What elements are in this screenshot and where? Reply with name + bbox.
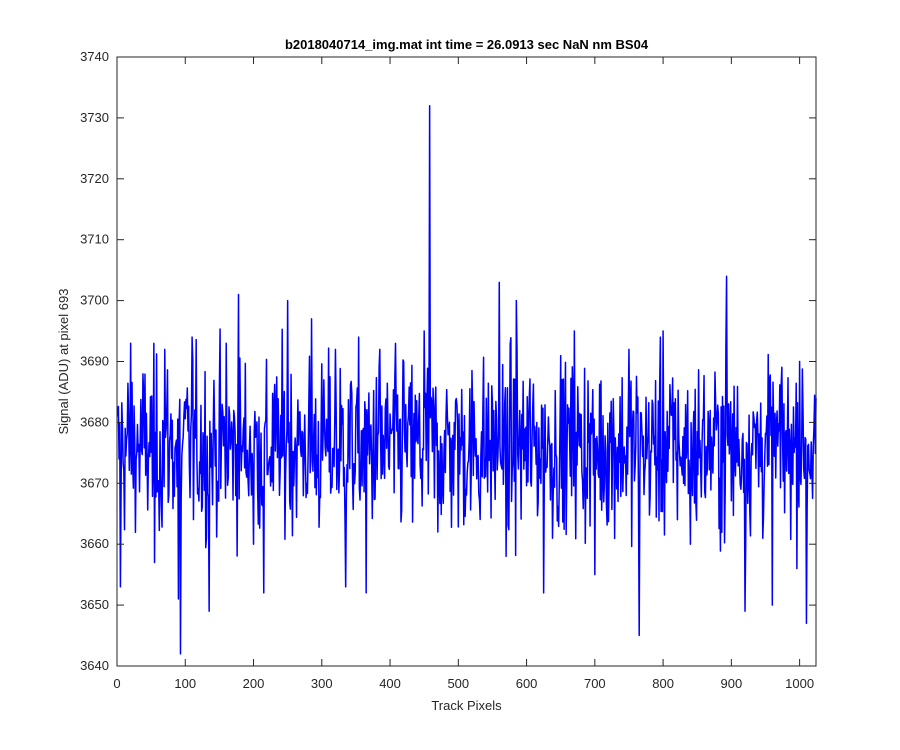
y-tick-label: 3710 [80,232,109,247]
y-tick-label: 3700 [80,293,109,308]
x-tick-label: 800 [652,676,674,691]
y-tick-label: 3680 [80,414,109,429]
y-tick-label: 3650 [80,597,109,612]
x-tick-label: 700 [584,676,606,691]
y-axis-label: Signal (ADU) at pixel 693 [56,289,71,435]
x-tick-label: 900 [721,676,743,691]
series-line-layer [116,104,817,655]
chart-title: b2018040714_img.mat int time = 26.0913 s… [285,37,649,52]
y-ticks: 3640 3650 3660 3670 3680 3690 3700 3710 3720 3730… [80,49,816,673]
series-line [116,104,817,655]
y-tick-label: 3720 [80,171,109,186]
x-tick-label: 500 [447,676,469,691]
x-tick-label: 100 [174,676,196,691]
y-tick-label: 3640 [80,658,109,673]
y-tick-label: 3660 [80,536,109,551]
x-tick-label: 1000 [785,676,814,691]
axes-box [116,56,817,667]
x-tick-label: 200 [243,676,265,691]
x-axis-label: Track Pixels [431,698,502,713]
y-tick-label: 3740 [80,49,109,64]
x-tick-label: 600 [516,676,538,691]
y-tick-label: 3690 [80,354,109,369]
x-ticks: 0 100 200 300 400 500 600 700 800 900 1000 [113,57,814,691]
y-tick-label: 3730 [80,110,109,125]
x-tick-label: 300 [311,676,333,691]
y-tick-label: 3670 [80,475,109,490]
x-tick-label: 400 [379,676,401,691]
x-tick-label: 0 [113,676,120,691]
